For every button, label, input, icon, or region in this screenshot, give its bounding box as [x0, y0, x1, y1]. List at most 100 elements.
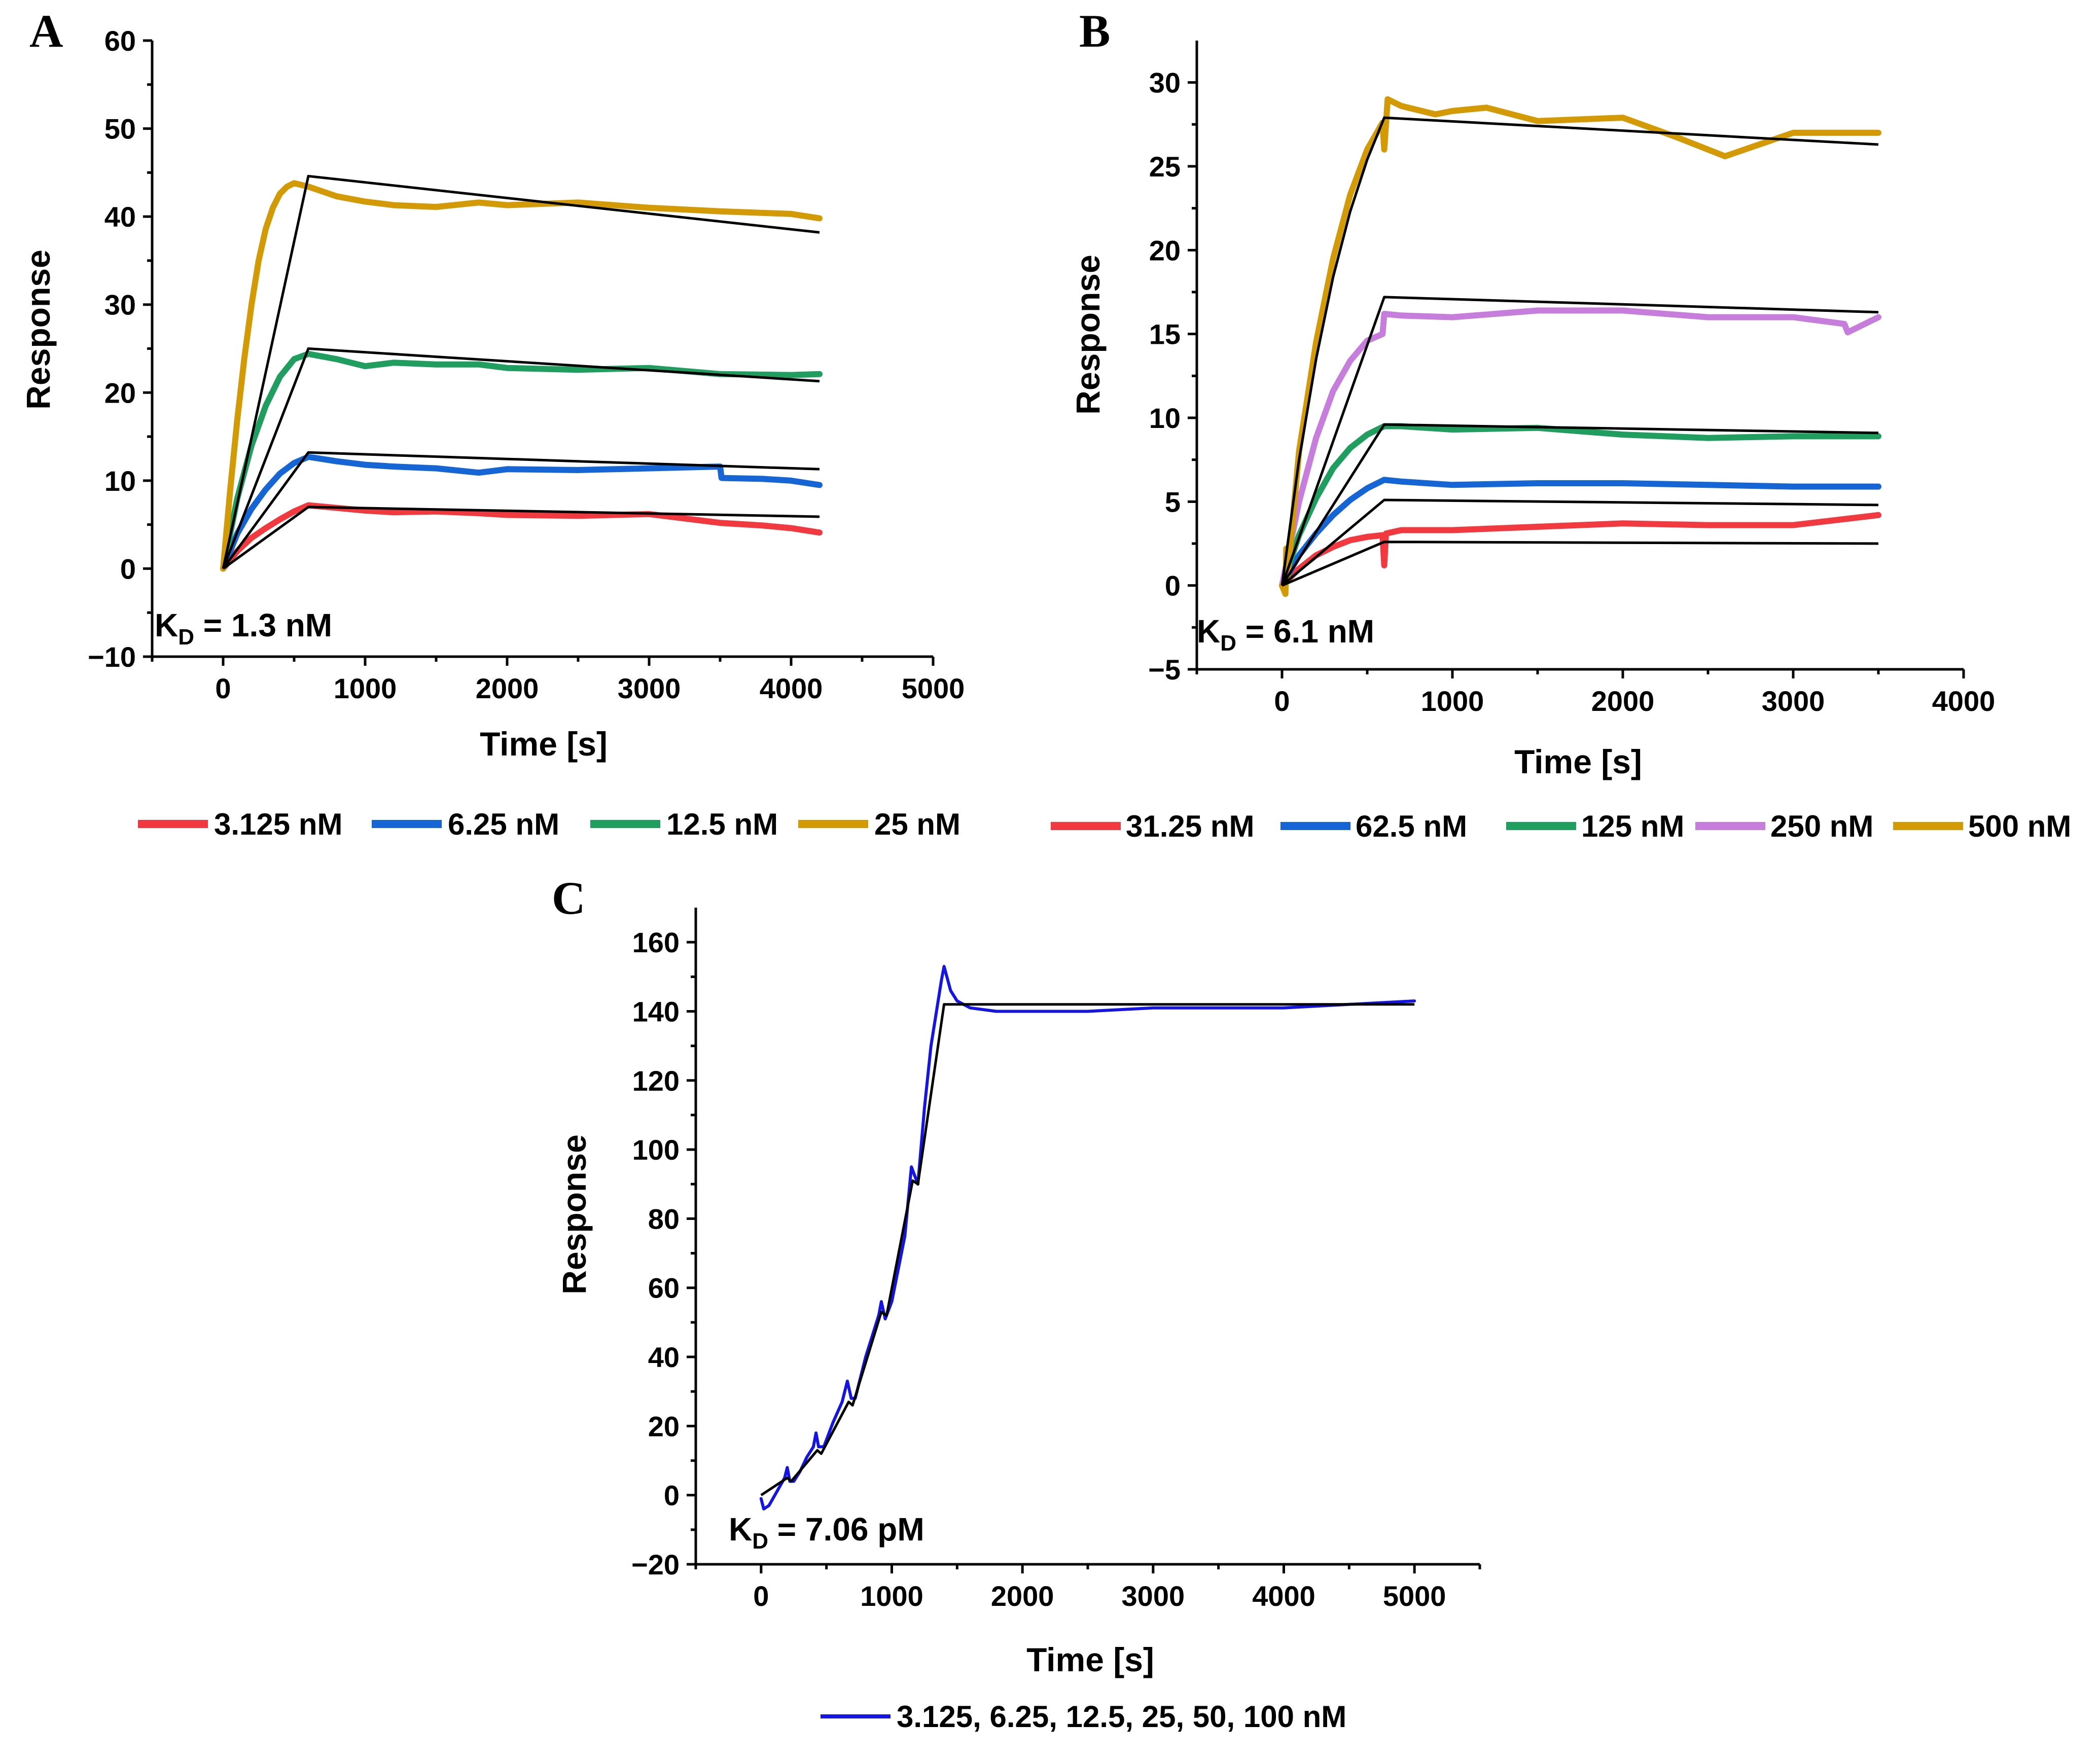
panel-letter-c: C — [552, 872, 585, 924]
panel-a-y-tick-label: 20 — [104, 377, 136, 409]
panel-a-y-tick-label: 50 — [104, 113, 136, 145]
panel-c-x-tick-label: 0 — [753, 1580, 769, 1612]
panel-a-series-1 — [220, 502, 823, 572]
legend-label-b-1: 31.25 nM — [1126, 809, 1254, 843]
panel-b-x-tick-label: 4000 — [1932, 685, 1996, 717]
panel-c-series-1 — [759, 964, 1416, 1511]
panel-b-y-tick-label: 30 — [1149, 67, 1181, 99]
panel-b-y-axis-title: Response — [1069, 255, 1107, 414]
panel-b-fit-curve-2 — [1281, 498, 1879, 587]
kd-k: K — [155, 607, 178, 643]
panel-b-fit-curve-5 — [1280, 116, 1879, 586]
panel-c-y-tick-label: 80 — [648, 1203, 680, 1235]
panel-b-series-3 — [1279, 423, 1881, 589]
panel-c-fit-curve-1 — [760, 1003, 1415, 1496]
panel-c-y-tick-label: 0 — [664, 1480, 680, 1512]
panel-b-series-5 — [1279, 96, 1881, 597]
panel-c-x-tick-label: 1000 — [860, 1580, 923, 1612]
panel-b-legend: 31.25 nM 62.5 nM 125 nM 250 nM 500 nM — [1051, 809, 2071, 843]
panel-letter-a: A — [29, 5, 63, 57]
panel-b-x-tick-label: 2000 — [1591, 685, 1655, 717]
panel-c-kd-annotation: KD = 7.06 pM — [729, 1511, 924, 1554]
panel-c-x-tick-label: 3000 — [1122, 1580, 1185, 1612]
panel-letter-b: B — [1079, 5, 1110, 57]
legend-label-a-1: 3.125 nM — [214, 807, 342, 841]
panel-b-kd-annotation: KD = 6.1 nM — [1197, 613, 1374, 656]
panel-c-y-tick-label: 100 — [632, 1134, 680, 1166]
panel-a-y-tick-label: 60 — [104, 25, 136, 57]
kd-value: = 6.1 nM — [1236, 613, 1374, 650]
legend-label-a-2: 6.25 nM — [448, 807, 559, 841]
panel-a-series-4 — [220, 180, 823, 572]
panel-a-y-tick-label: 0 — [120, 553, 136, 585]
legend-label-c-1: 3.125, 6.25, 12.5, 25, 50, 100 nM — [897, 1700, 1346, 1734]
panel-b-series-1 — [1279, 512, 1881, 589]
panel-c-y-tick-label: 60 — [648, 1272, 680, 1304]
panel-a-fit-curve-2 — [222, 451, 820, 569]
legend-label-b-2: 62.5 nM — [1356, 809, 1467, 843]
panel-b-y-tick-label: 25 — [1149, 151, 1181, 183]
kd-value: = 1.3 nM — [194, 607, 332, 643]
panel-a-x-tick-label: 2000 — [476, 672, 539, 704]
panel-c-x-tick-label: 5000 — [1383, 1580, 1446, 1612]
panel-b-y-tick-label: 20 — [1149, 234, 1181, 266]
legend-label-b-5: 500 nM — [1968, 809, 2071, 843]
panel-a-x-tick-label: 0 — [215, 672, 231, 704]
panel-b-series-2 — [1279, 477, 1881, 589]
panel-c-x-tick-label: 2000 — [991, 1580, 1054, 1612]
panel-b-y-tick-label: −5 — [1148, 654, 1181, 686]
panel-c-y-tick-label: 40 — [648, 1341, 680, 1373]
panel-b-series-4 — [1279, 307, 1881, 589]
panel-a-fit-curve-3 — [222, 347, 820, 569]
panel-a-x-tick-label: 3000 — [618, 672, 681, 704]
panel-c-plot: −20 0 20 40 60 80 100 120 140 160 0 1000 2000 3000 400… — [631, 908, 1481, 1612]
panel-c-legend: 3.125, 6.25, 12.5, 25, 50, 100 nM — [821, 1700, 1346, 1734]
panel-c-y-tick-label: 140 — [632, 995, 680, 1027]
panel-b-y-tick-label: 0 — [1165, 570, 1181, 602]
panel-b-plot: −5 0 5 10 15 20 25 30 0 1000 2000 3000 4000 — [1148, 41, 1995, 717]
panel-a-x-tick-label: 1000 — [334, 672, 397, 704]
kd-subscript: D — [1220, 631, 1236, 656]
panel-a-fit-curve-1 — [222, 506, 820, 570]
panel-a-x-tick-label: 5000 — [902, 672, 965, 704]
panel-c-y-tick-label: −20 — [631, 1549, 680, 1581]
panel-b: B −5 0 5 10 15 20 25 30 0 1000 2000 3000 4000 Time [… — [1051, 5, 2071, 843]
panel-c-x-axis-title: Time [s] — [1026, 1641, 1154, 1678]
panel-a-legend: 3.125 nM 6.25 nM 12.5 nM 25 nM — [138, 807, 960, 841]
panel-a-y-tick-label: 40 — [104, 201, 136, 233]
kd-subscript: D — [178, 625, 194, 650]
panel-a-x-tick-label: 4000 — [760, 672, 823, 704]
kd-k: K — [1197, 613, 1220, 650]
panel-b-y-tick-label: 10 — [1149, 402, 1181, 434]
kd-subscript: D — [752, 1529, 768, 1554]
panel-a-plot: −10 0 10 20 30 40 50 60 0 1000 2000 3000 4000 5000 — [88, 25, 965, 704]
panel-a-y-tick-label: 30 — [104, 289, 136, 321]
panel-b-y-tick-label: 15 — [1149, 318, 1181, 350]
panel-a-fit-curve-4 — [222, 174, 820, 569]
panel-c-y-axis-title: Response — [555, 1134, 593, 1294]
panel-b-fit-curve-4 — [1280, 296, 1879, 586]
panel-a-series-2 — [220, 454, 823, 572]
panel-a-y-tick-label: 10 — [104, 465, 136, 497]
panel-b-y-tick-label: 5 — [1165, 486, 1181, 518]
panel-c: C −20 0 20 40 60 80 100 120 140 160 0 1000 2000 3000 4… — [552, 872, 1481, 1734]
panel-a-series-3 — [220, 350, 823, 572]
panel-c-y-tick-label: 160 — [632, 926, 680, 958]
panel-b-x-tick-label: 3000 — [1762, 685, 1825, 717]
legend-label-a-3: 12.5 nM — [666, 807, 778, 841]
panel-a-y-axis-title: Response — [19, 249, 57, 409]
panel-b-fit-curve-3 — [1280, 423, 1879, 587]
kd-value: = 7.06 pM — [768, 1511, 924, 1548]
panel-a-y-tick-label: −10 — [88, 641, 136, 673]
panel-b-x-tick-label: 0 — [1274, 685, 1290, 717]
panel-c-x-tick-label: 4000 — [1252, 1580, 1315, 1612]
panel-a-kd-annotation: KD = 1.3 nM — [155, 607, 332, 650]
panel-b-fit-curve-1 — [1282, 541, 1879, 587]
legend-label-a-4: 25 nM — [874, 807, 960, 841]
panel-c-y-tick-label: 20 — [648, 1410, 680, 1442]
legend-label-b-3: 125 nM — [1581, 809, 1684, 843]
panel-b-x-tick-label: 1000 — [1421, 685, 1484, 717]
panel-c-y-tick-label: 120 — [632, 1065, 680, 1097]
